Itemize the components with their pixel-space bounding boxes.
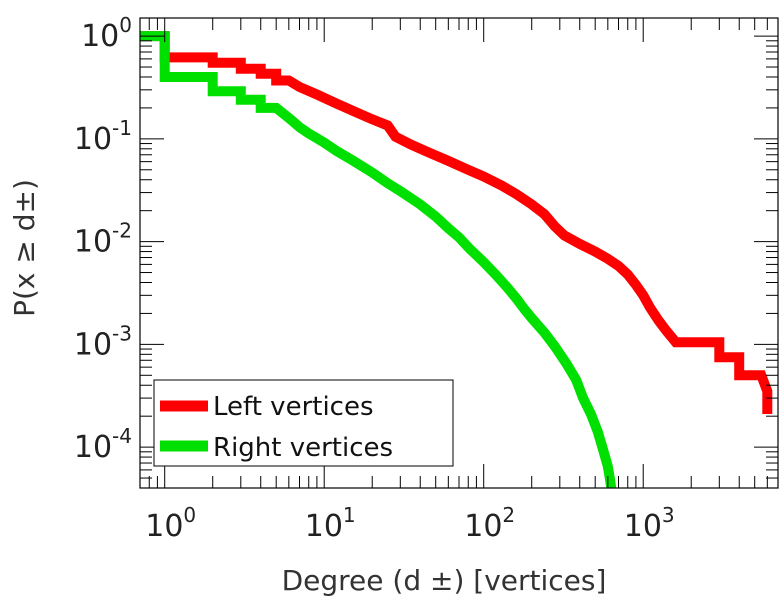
x-tick-label: 100: [145, 503, 196, 544]
axes-frame: [139, 17, 779, 489]
y-tick-labels: 100 10-1 10-2 10-3 10-4: [74, 13, 132, 465]
y-tick-label: 10-3: [74, 321, 132, 362]
x-tick-labels: 100 101 102 103: [145, 503, 674, 544]
x-tick-label: 102: [464, 503, 515, 544]
y-tick-label: 10-4: [74, 424, 132, 465]
series-line-left-vertices: [140, 31, 773, 414]
y-tick-label: 10-2: [74, 219, 132, 260]
legend-box: [153, 379, 454, 467]
legend: Left vertices Right vertices: [153, 379, 454, 467]
legend-label-left-vertices: Left vertices: [213, 392, 374, 422]
y-axis-label: P(x ≥ d±): [8, 179, 41, 317]
x-axis-label: Degree (d ±) [vertices]: [282, 564, 607, 597]
plot-area: [140, 31, 773, 488]
series-line-right-vertices: [140, 31, 617, 488]
x-tick-label: 103: [624, 503, 675, 544]
y-tick-label: 10-1: [74, 116, 132, 157]
x-tick-label: 101: [305, 503, 356, 544]
legend-label-right-vertices: Right vertices: [213, 433, 393, 463]
y-tick-label: 100: [81, 13, 132, 54]
